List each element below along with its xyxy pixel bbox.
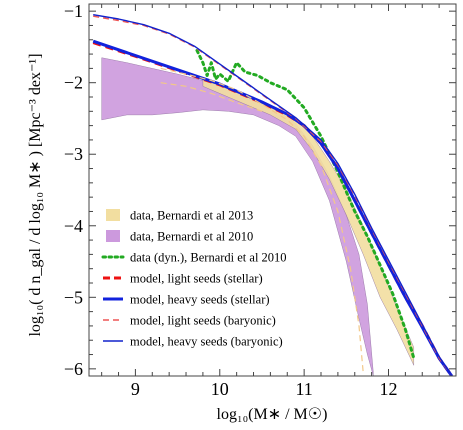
- band-data-bernardi-et-al-2013: [202, 78, 414, 366]
- y-tick-label: −3: [64, 144, 83, 164]
- ticks-layer: 9 10 11 12 −1 −2 −3 −4 −5 −6: [64, 1, 457, 399]
- y-tick-label: −2: [64, 73, 83, 93]
- series-layer: [92, 14, 454, 376]
- legend-label: data, Bernardi et al 2013: [130, 209, 253, 223]
- legend-label: model, heavy seeds (stellar): [130, 293, 270, 307]
- x-tick-label: 10: [211, 379, 229, 399]
- legend-label: data (dyn.), Bernardi et al 2010: [130, 251, 287, 265]
- y-tick-label: −4: [64, 216, 83, 236]
- series-model-heavy-seeds-stellar: [92, 39, 454, 376]
- legend-label: model, light seeds (baryonic): [130, 314, 276, 328]
- y-tick-label: −6: [64, 359, 83, 379]
- series-bernardi-2013-inner-dashed: [160, 82, 263, 112]
- series-data-dyn-bernardi-et-al-2010: [195, 49, 416, 360]
- plot-frame: [88, 3, 457, 377]
- legend-entry-data-bernardi-et-al-2013: data, Bernardi et al 2013: [106, 209, 253, 223]
- legend-entry-model-light-seeds-baryonic: model, light seeds (baryonic): [103, 314, 276, 328]
- legend-entry-model-heavy-seeds-stellar: model, heavy seeds (stellar): [103, 293, 270, 307]
- y-axis-title: log₁₀( d n_gal / d log₁₀ M∗ ) [Mpc⁻³ dex…: [27, 53, 44, 336]
- x-axis-title: log₁₀(M∗ / M☉): [217, 406, 328, 423]
- legend-swatch: [106, 209, 120, 221]
- y-tick-label: −5: [64, 287, 83, 307]
- series-bernardi-2010-inner-dashed: [160, 67, 364, 373]
- legend-label: data, Bernardi et al 2010: [130, 230, 253, 244]
- x-tick-label: 11: [295, 379, 312, 399]
- legend-entry-data-bernardi-et-al-2010: data, Bernardi et al 2010: [106, 230, 253, 244]
- x-tick-label: 9: [131, 379, 140, 399]
- legend-swatch: [106, 230, 120, 242]
- y-tick-label: −1: [64, 1, 83, 21]
- x-tick-label: 12: [380, 379, 398, 399]
- legend: data, Bernardi et al 2013 data, Bernardi …: [101, 209, 287, 349]
- legend-label: model, light seeds (stellar): [130, 272, 263, 286]
- legend-entry-model-heavy-seeds-baryonic: model, heavy seeds (baryonic): [103, 335, 283, 349]
- legend-label: model, heavy seeds (baryonic): [130, 335, 283, 349]
- legend-entry-data-dyn-bernardi-et-al-2010: data (dyn.), Bernardi et al 2010: [101, 251, 287, 265]
- legend-entry-model-light-seeds-stellar: model, light seeds (stellar): [103, 272, 263, 286]
- series-model-heavy-seeds-baryonic: [93, 14, 453, 376]
